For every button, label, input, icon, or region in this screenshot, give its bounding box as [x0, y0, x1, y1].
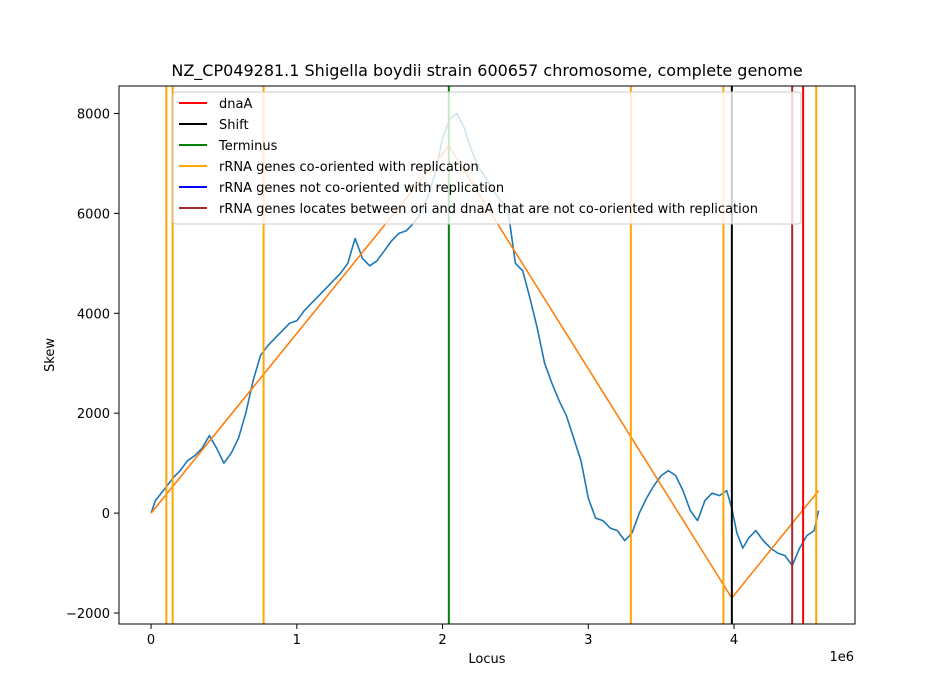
y-tick-label-1: 0	[102, 507, 110, 522]
legend: dnaA Shift Terminus rRNA genes co-oriented …	[172, 91, 802, 225]
y-tick-label-0: −2000	[66, 607, 110, 622]
y-tick-label-3: 4000	[77, 307, 110, 322]
x-axis-label: Locus	[468, 652, 505, 667]
plot-frame	[118, 85, 856, 625]
legend-box	[172, 91, 802, 225]
legend-label-4: rRNA genes not co-oriented with replicat…	[219, 181, 504, 196]
x-tick-label-3: 3	[584, 633, 592, 648]
chart-title: NZ_CP049281.1 Shigella boydii strain 600…	[171, 61, 802, 81]
y-tick-label-2: 2000	[77, 407, 110, 422]
legend-label-2: Terminus	[218, 139, 278, 154]
legend-label-0: dnaA	[219, 97, 252, 112]
y-tick-label-4: 6000	[77, 207, 110, 222]
x-tick-label-2: 2	[438, 633, 446, 648]
x-offset-label: 1e6	[829, 650, 854, 665]
legend-label-3: rRNA genes co-oriented with replication	[219, 160, 479, 175]
fitted-skew-line	[150, 145, 820, 599]
y-tick-label-5: 8000	[77, 107, 110, 122]
y-axis: −2000 0 2000 4000 6000 8000	[66, 107, 119, 622]
x-tick-label-4: 4	[730, 633, 738, 648]
legend-label-5: rRNA genes locates between ori and dnaA …	[219, 202, 758, 217]
x-axis: 0 1 2 3 4	[147, 624, 738, 648]
legend-label-1: Shift	[219, 118, 249, 133]
x-tick-label-1: 1	[293, 633, 301, 648]
x-tick-label-0: 0	[147, 633, 155, 648]
y-axis-label: Skew	[43, 338, 58, 372]
